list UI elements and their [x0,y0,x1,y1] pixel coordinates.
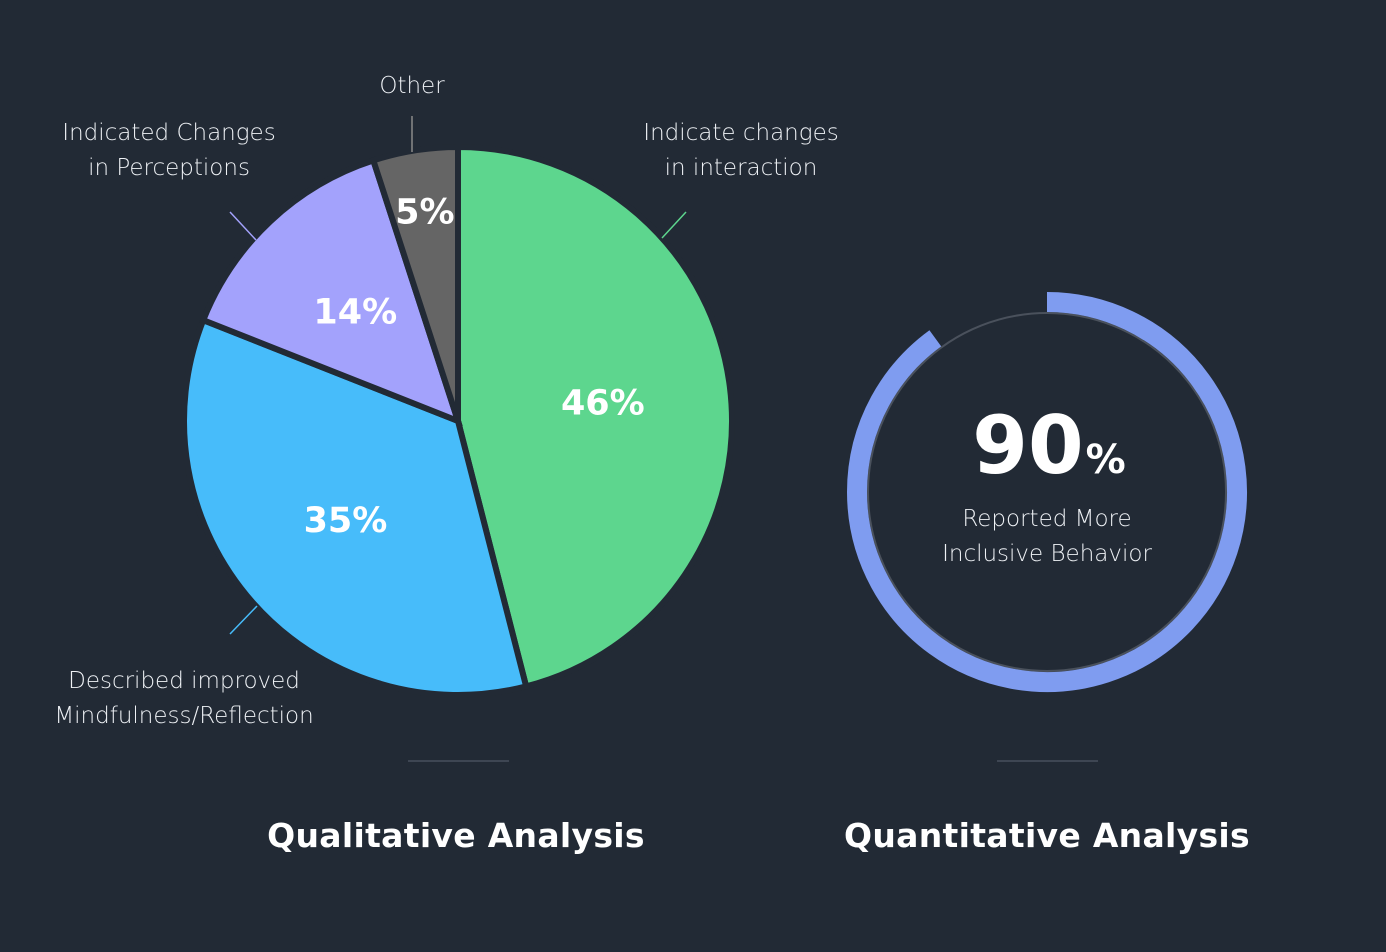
gauge-progress-arc [847,292,1247,692]
slice-value-label-other: 5% [395,193,454,233]
quantitative-title: Quantitative Analysis [844,816,1250,855]
slice-category-label-indicate-changes-in-interaction: Indicate changes in interaction [643,120,838,181]
qualitative-title: Qualitative Analysis [267,816,645,855]
pie-slice-described-improved-mindfulness-reflection [181,316,530,698]
pie-slice-other [369,143,461,422]
slice-category-label-described-improved-mindfulness-reflection: Described improved Mindfulness/Reflection [54,668,313,729]
slice-category-label-indicated-changes-in-perceptions: Indicated Changes in Perceptions [62,120,275,181]
callout-line-described-improved-mindfulness-reflection [229,605,258,635]
gauge-track [867,312,1227,672]
slice-value-label-indicated-changes-in-perceptions: 14% [313,293,397,333]
callout-line-indicated-changes-in-perceptions [229,211,257,241]
pie-slice-indicate-changes-in-interaction [455,143,735,691]
slice-value-label-indicate-changes-in-interaction: 46% [561,384,645,424]
slice-value-label-described-improved-mindfulness-reflection: 35% [304,501,388,541]
callout-line-indicate-changes-in-interaction [661,211,687,239]
gauge-value: 90% [972,399,1125,492]
gauge-caption: Reported More Inclusive Behavior [942,506,1152,567]
slice-category-label-other: Other [379,73,445,99]
